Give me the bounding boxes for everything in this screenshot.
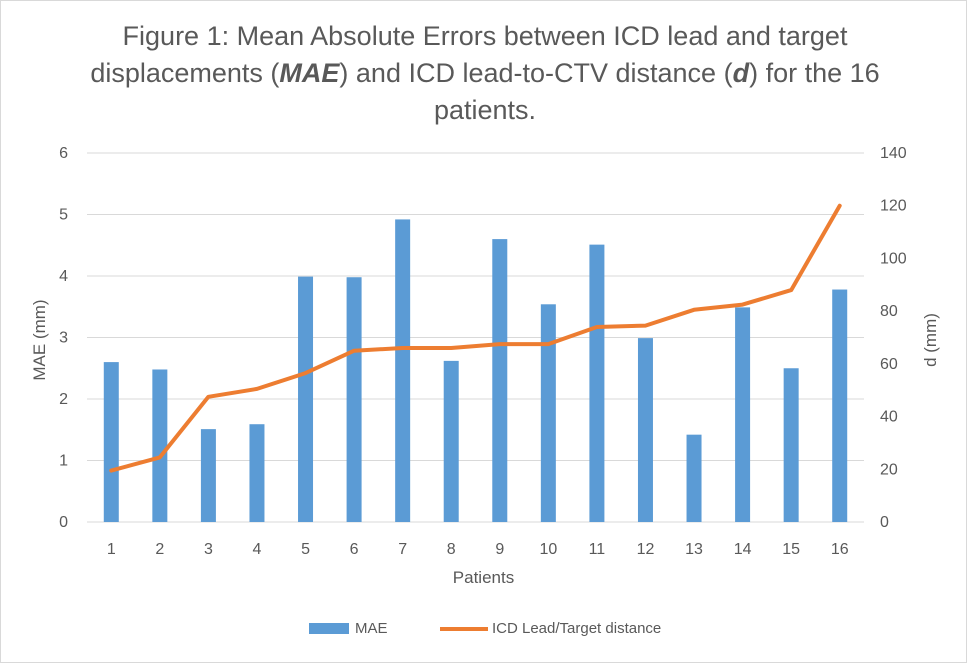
x-tick-label: 7 [398,541,407,558]
y-tick-label: 4 [59,268,68,285]
line-distance [109,203,842,473]
x-tick-label: 12 [637,541,655,558]
legend: MAE ICD Lead/Target distance [0,620,967,644]
x-tick-label: 3 [204,541,213,558]
title-mae: MAE [279,58,340,88]
bar-mae [298,276,314,522]
y2-tick-label: 100 [880,250,907,267]
y-tick-label: 5 [59,207,68,224]
bar-mae [686,434,702,522]
y2-tick-label: 0 [880,514,889,531]
bar-mae [346,277,362,522]
bar-mae [395,219,411,523]
bar-mae [492,239,508,522]
x-tick-label: 15 [782,541,800,558]
x-tick-label: 9 [495,541,504,558]
bar-mae [589,244,605,522]
x-tick-label: 14 [734,541,752,558]
chart-title: Figure 1: Mean Absolute Errors between I… [90,21,880,125]
y-tick-label: 0 [59,514,68,531]
y-tick-label: 6 [59,145,68,162]
bar-mae [249,424,265,522]
bar-mae [103,362,119,522]
y2-tick-label: 60 [880,356,898,373]
bar-mae [832,289,848,522]
y-tick-label: 3 [59,330,68,347]
y2-tick-label: 40 [880,409,898,426]
x-tick-label: 8 [447,541,456,558]
bar-mae [200,429,216,522]
bar-mae [637,338,653,522]
x-tick-label: 2 [155,541,164,558]
legend-item-distance: ICD Lead/Target distance [440,620,661,637]
bar-mae [735,307,751,522]
bar-mae [540,304,556,522]
legend-label-distance: ICD Lead/Target distance [492,620,662,637]
y2-tick-label: 20 [880,461,898,478]
x-tick-label: 4 [253,541,262,558]
y2-tick-label: 140 [880,145,907,162]
legend-item-mae: MAE [309,620,388,637]
x-tick-label: 10 [539,541,557,558]
title-d: d [732,58,750,88]
legend-swatch-distance [440,626,488,631]
x-tick-label: 13 [685,541,703,558]
bar-mae [152,369,168,522]
y2-tick-label: 120 [880,198,907,215]
x-tick-label: 1 [107,541,116,558]
x-tick-label: 11 [589,541,606,558]
bar-mae [783,368,799,522]
legend-label-mae: MAE [355,620,388,637]
x-tick-label: 5 [301,541,310,558]
legend-swatch-mae [309,623,349,634]
y2-tick-label: 80 [880,303,898,320]
x-tick-label: 6 [350,541,359,558]
x-axis-label: Patients [452,568,515,587]
y-tick-label: 1 [59,453,68,470]
bar-mae [443,360,459,522]
x-tick-label: 16 [831,541,849,558]
y-tick-label: 2 [59,391,68,408]
